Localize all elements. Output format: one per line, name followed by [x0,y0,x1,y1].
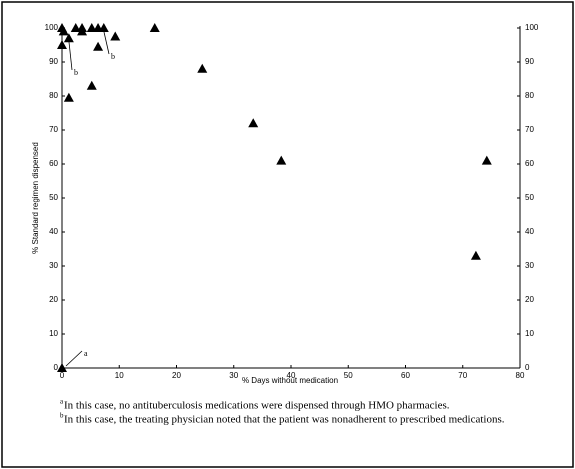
y-tick-label: 0 [54,363,59,372]
data-point [86,23,97,32]
data-point [93,41,104,51]
x-tick-label: 50 [344,371,353,380]
y2-tick-label: 80 [525,91,534,100]
data-point [70,23,81,32]
y-tick-label: 20 [49,295,58,304]
data-point [77,26,88,36]
data-point [481,155,492,165]
y2-tick-label: 90 [525,57,534,66]
data-point [86,80,97,90]
annotation: b [74,68,78,77]
annotation: a [84,349,88,358]
data-point [58,26,69,36]
x-tick-label: 20 [172,371,181,380]
y2-tick-label: 40 [525,227,534,236]
data-point [248,118,259,128]
data-point [57,363,67,372]
y2-tick-label: 60 [525,159,534,168]
y-tick-label: 10 [49,329,58,338]
data-point [110,31,121,41]
y-axis-label: % Standard regimen dispensed [31,142,40,254]
y-tick-label: 90 [49,57,58,66]
footnote-mark: b [60,412,64,420]
y-tick-label: 40 [49,227,58,236]
footnote-mark: a [60,398,64,406]
y2-tick-label: 30 [525,261,534,270]
annotation-arrow [103,31,110,55]
y-tick-label: 60 [49,159,58,168]
y-tick-label: 70 [49,125,58,134]
data-point [57,40,67,49]
x-tick-label: 40 [287,371,296,380]
y2-tick-label: 0 [525,363,530,372]
y-tick-label: 30 [49,261,58,270]
y2-tick-label: 70 [525,125,534,134]
y-tick-label: 80 [49,91,58,100]
footnote: In this case, the treating physician not… [64,414,505,426]
data-point [197,63,208,73]
data-point [63,92,74,102]
x-tick-label: 0 [60,371,65,380]
y2-tick-label: 50 [525,193,534,202]
data-point [276,155,287,165]
y-tick-label: 100 [45,23,59,32]
y2-tick-label: 100 [525,23,539,32]
x-axis-label: % Days without medication [242,376,338,385]
data-point [470,250,481,260]
x-tick-label: 10 [115,371,124,380]
data-point [149,23,160,32]
x-tick-label: 70 [458,371,467,380]
annotation: b [111,52,115,61]
y-tick-label: 50 [49,193,58,202]
y2-tick-label: 20 [525,295,534,304]
x-tick-label: 60 [401,371,410,380]
annotation-arrow [65,350,83,367]
y2-tick-label: 10 [525,329,534,338]
data-point [98,23,109,32]
x-tick-label: 30 [229,371,238,380]
annotation-arrow [68,41,73,71]
x-tick-label: 80 [516,371,525,380]
footnote: In this case, no antituberculosis medica… [64,400,450,412]
data-point [63,33,74,43]
